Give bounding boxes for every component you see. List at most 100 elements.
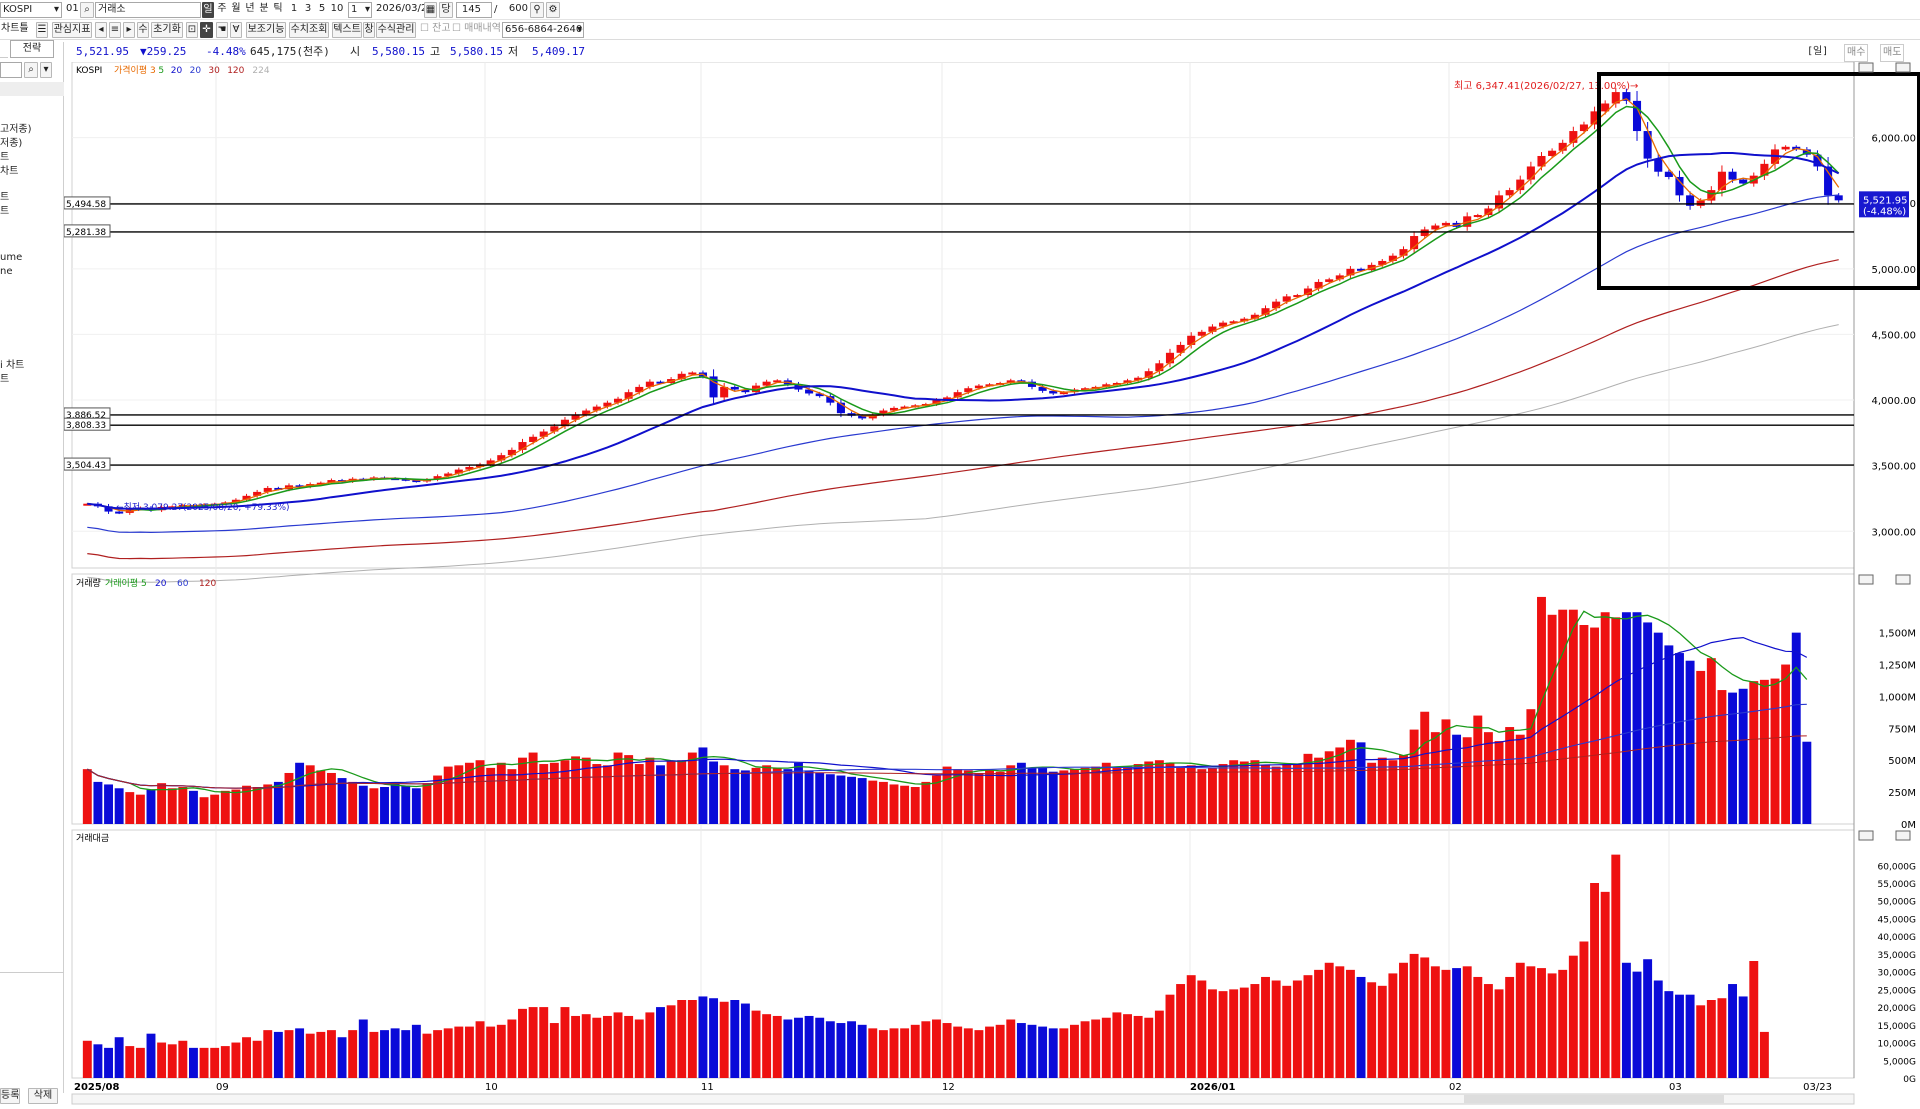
period-week-button[interactable]: 주 [217,3,227,14]
volume-bar [305,765,315,824]
volume-bar [592,764,602,824]
text-button[interactable]: 텍스트 [332,22,362,38]
account-select[interactable]: 656-6864-2640-0 ▾ [502,22,584,38]
high-label: 고 [430,45,441,58]
period-day-button[interactable]: 일 [202,2,214,18]
period-month-button[interactable]: 월 [231,3,241,14]
interval-5-button[interactable]: 5 [318,3,326,14]
volume-bar [719,765,729,824]
amount-bar [645,1012,655,1078]
move-icon[interactable]: ✛ [200,22,213,38]
aux-function-button[interactable]: 보조기능 [246,22,286,38]
volume-bar [1441,719,1451,824]
price-tick-label: 3,500.00 [1871,462,1916,473]
volume-bar [1038,767,1048,824]
delete-button[interactable]: 삭제 [28,1088,58,1104]
zoom-icon[interactable]: ⚲ [530,2,544,18]
amount-bar [942,1023,952,1078]
sidebar-item[interactable]: ne [0,266,13,277]
today-button[interactable]: 당 [439,2,453,18]
hand-icon[interactable]: ☚ [216,22,228,38]
sell-button[interactable]: 매도 [1880,44,1905,62]
volume-bar [231,789,241,824]
candle-body [953,392,962,398]
sidebar-item[interactable]: 트 [0,192,10,203]
chart-canvas[interactable]: 6,000.005,500.005,000.004,500.004,000.00… [64,62,1920,1107]
candle-body [1155,363,1164,372]
sidebar-item[interactable]: 저종) [0,138,23,149]
numeric-query-button[interactable]: 수치조회 [289,22,329,38]
sidebar-item[interactable]: 차트 [0,166,19,177]
sidebar-search-input[interactable] [0,62,22,78]
market-select[interactable]: KOSPI ▾ [0,2,62,18]
sidebar-item[interactable]: 트 [0,152,10,163]
volume-close-icon [1895,574,1911,585]
number-icon[interactable]: 수 [137,22,149,38]
fit-icon[interactable]: ≡ [109,22,121,38]
volume-bar [1239,761,1249,824]
candle-body [1229,321,1238,324]
trade-history-checkbox[interactable]: ☐ 매매내역 [452,23,501,34]
tab-strategy[interactable]: 전략 [10,40,54,58]
prev-icon[interactable]: ◂ [95,22,107,38]
candle-body [1611,92,1620,104]
interval-1-button[interactable]: 1 [290,3,298,14]
volume-legend-item: 거래량 [76,577,101,589]
formula-manage-button[interactable]: 수식관리 [376,22,416,38]
volume-bar [602,765,612,824]
candle-body [709,376,718,398]
sidebar-tab-left[interactable] [0,42,8,58]
amount-bar [496,1024,506,1078]
date-field[interactable]: 2026/03/23 [374,2,424,18]
price-legend-item: 120 [227,66,244,76]
gear-icon[interactable]: ⚙ [546,2,560,18]
window-button[interactable]: 창 [363,22,375,38]
amount-tick-label: 10,000G [1878,1040,1916,1050]
candle-body [560,419,569,427]
period-minute-button[interactable]: 분 [259,3,269,14]
register-button[interactable]: 등록 [0,1088,20,1104]
magnet-icon[interactable]: Ɐ [230,22,242,38]
candle-body [1654,158,1663,172]
count-input[interactable]: 145 [456,2,492,18]
reset-button[interactable]: 초기화 [151,22,183,38]
crosshair-icon[interactable]: ⊡ [186,22,198,38]
price-legend-item: 20 [171,66,183,76]
buy-button[interactable]: 매수 [1844,44,1869,62]
amount-bar [1250,984,1260,1078]
candle-body [677,373,686,380]
indicator-button[interactable]: 관심지표 [52,22,92,38]
period-year-button[interactable]: 년 [245,3,255,14]
volume-bar [1590,627,1600,824]
interval-input[interactable]: 1 ▾ [348,2,372,18]
tab-chart-frame[interactable]: 차트틀 [1,23,29,34]
amount-bar [1558,969,1568,1078]
interval-3-button[interactable]: 3 [304,3,312,14]
x-tick-label: 11 [701,1082,714,1093]
search-icon[interactable]: ⌕ [24,62,38,78]
interval-10-button[interactable]: 10 [330,3,344,14]
day-toggle[interactable]: [일] [1807,46,1829,57]
sidebar-item[interactable]: 트 [0,206,10,217]
volume-tick-label: 1,250M [1879,661,1916,672]
amount-bar [1759,1031,1769,1078]
amount-bar [167,1044,177,1078]
calendar-icon[interactable]: ▦ [424,2,437,18]
volume-bar [316,770,326,824]
candle-body [1325,279,1334,282]
period-tick-button[interactable]: 틱 [273,3,283,14]
amount-tick-label: 15,000G [1878,1022,1916,1032]
list-icon[interactable]: ☰ [36,22,48,38]
chevron-down-icon[interactable]: ▾ [40,62,52,78]
amount-bar [157,1042,167,1078]
balance-checkbox[interactable]: ☐ 잔고 [420,23,451,34]
amount-bar [1261,976,1270,1078]
sidebar-item[interactable]: i 차트 [0,360,25,371]
sidebar-item[interactable]: 고저종) [0,124,32,135]
sidebar-item[interactable]: 트 [0,374,10,385]
search-icon[interactable]: ⌕ [80,2,94,18]
next-icon[interactable]: ▸ [123,22,135,38]
sidebar-item[interactable]: ume [0,252,23,263]
code-field[interactable]: 01 [64,2,80,18]
level-label-box [64,224,111,238]
